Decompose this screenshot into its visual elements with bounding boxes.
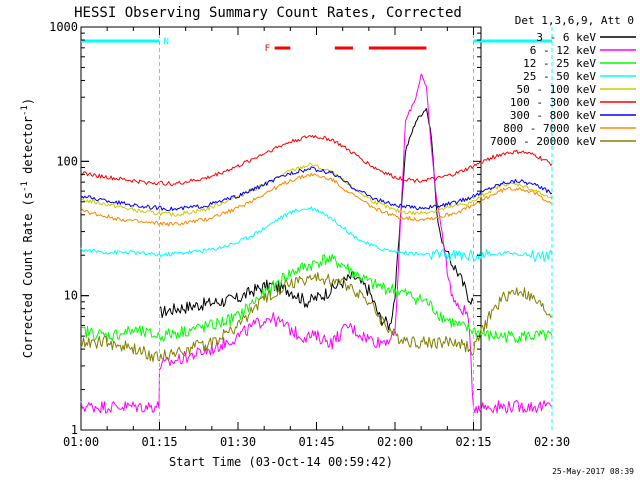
- x-ticks: 01:00 01:15 01:30 01:45 02:00 02:15 02:30: [63, 27, 570, 449]
- chart-title: HESSI Observing Summary Count Rates, Cor…: [74, 5, 462, 21]
- legend-label-7: 800 - 7000 keV: [503, 122, 596, 135]
- y-axis-label-part-1: Corrected Count Rate (s: [21, 192, 35, 358]
- x-tick-label-2: 01:30: [220, 435, 256, 449]
- x-axis-label: Start Time (03-Oct-14 00:59:42): [169, 455, 393, 469]
- legend-entry-2: 12 - 25 keV: [523, 57, 636, 70]
- x-tick-label-3: 01:45: [298, 435, 334, 449]
- y-tick-label-0: 1: [71, 423, 78, 437]
- x-tick-label-1: 01:15: [141, 435, 177, 449]
- series-line-0: [159, 108, 474, 331]
- x-tick-label-4: 02:00: [377, 435, 413, 449]
- legend-header: Det 1,3,6,9, Att 0: [515, 14, 634, 27]
- legend-entry-8: 7000 - 20000 keV: [490, 135, 636, 148]
- legend-label-3: 25 - 50 keV: [523, 70, 596, 83]
- series-line-8: [80, 272, 553, 363]
- legend-label-8: 7000 - 20000 keV: [490, 135, 596, 148]
- legend-label-1: 6 - 12 keV: [530, 44, 597, 57]
- n-label: N: [164, 37, 169, 47]
- legend-entry-6: 300 - 800 keV: [510, 109, 636, 122]
- plot-frame: [80, 26, 482, 431]
- y-tick-label-2: 100: [56, 154, 78, 168]
- y-axis-label: Corrected Count Rate (s-1 detector-1): [20, 98, 35, 358]
- x-tick-label-0: 01:00: [63, 435, 99, 449]
- legend-entry-7: 800 - 7000 keV: [503, 122, 636, 135]
- legend-entry-4: 50 - 100 keV: [517, 83, 636, 96]
- y-axis-label-part-3: ): [21, 98, 35, 105]
- x-tick-label-6: 02:30: [534, 435, 570, 449]
- legend-entry-5: 100 - 300 keV: [510, 96, 636, 109]
- annotation-layer: NF: [81, 27, 553, 430]
- y-axis-label-part-2: detector: [21, 116, 35, 181]
- legend-label-4: 50 - 100 keV: [517, 83, 597, 96]
- y-tick-label-3: 1000: [49, 20, 78, 34]
- corner-stamp: 25-May-2017 08:39: [552, 467, 634, 476]
- y-axis-label-exp-1: -1: [20, 181, 30, 192]
- x-tick-label-5: 02:15: [455, 435, 491, 449]
- legend-label-2: 12 - 25 keV: [523, 57, 596, 70]
- legend-entry-3: 25 - 50 keV: [523, 70, 636, 83]
- y-tick-label-1: 10: [64, 289, 78, 303]
- legend-label-5: 100 - 300 keV: [510, 96, 596, 109]
- y-axis-label-exp-2: -1: [20, 105, 30, 116]
- y-ticks: 1 10 100 1000: [49, 20, 481, 437]
- f-label: F: [265, 44, 270, 54]
- legend-label-6: 300 - 800 keV: [510, 109, 596, 122]
- legend-entry-0: 3 - 6 keV: [536, 31, 636, 44]
- legend-entry-1: 6 - 12 keV: [530, 44, 636, 57]
- legend-label-0: 3 - 6 keV: [536, 31, 596, 44]
